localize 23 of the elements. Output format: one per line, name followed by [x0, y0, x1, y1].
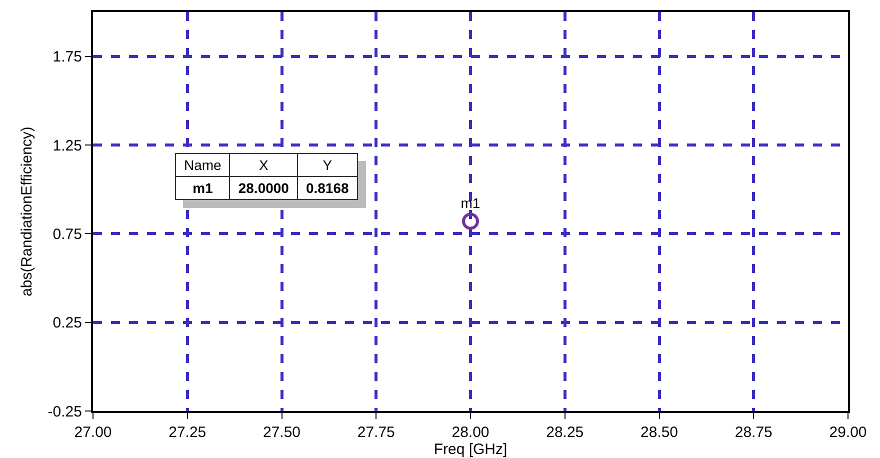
annotation: m1	[192, 180, 213, 196]
x-tick-label: 28.50	[640, 424, 678, 441]
x-tick-label: 27.75	[357, 424, 395, 441]
y-tick-label: -0.25	[48, 403, 82, 420]
y-tick-label: 0.75	[52, 226, 82, 243]
annotation: Y	[297, 154, 358, 176]
y-axis-title: abs(RandiationEfficiency)	[18, 126, 36, 296]
y-tick-label: 0.25	[52, 314, 82, 332]
x-axis-title: Freq [GHz]	[434, 441, 508, 458]
series-label: m1	[460, 195, 480, 211]
annotation: Name	[176, 154, 230, 176]
annotation: X	[230, 154, 298, 176]
y-tick-label: 1.25	[52, 137, 82, 154]
annotation: 0.8168	[306, 180, 349, 196]
annotation: 28.0000	[238, 180, 289, 196]
x-tick-label: 28.25	[546, 424, 584, 441]
x-tick-label: 29.00	[829, 424, 867, 441]
x-tick-label: 27.50	[262, 424, 301, 441]
x-tick-label: 28.00	[452, 424, 490, 441]
x-tick-label: 28.75	[734, 424, 772, 441]
y-tick-label: 1.75	[52, 48, 82, 66]
x-tick-label: 27.00	[74, 424, 112, 441]
x-tick-label: 27.25	[168, 424, 206, 441]
